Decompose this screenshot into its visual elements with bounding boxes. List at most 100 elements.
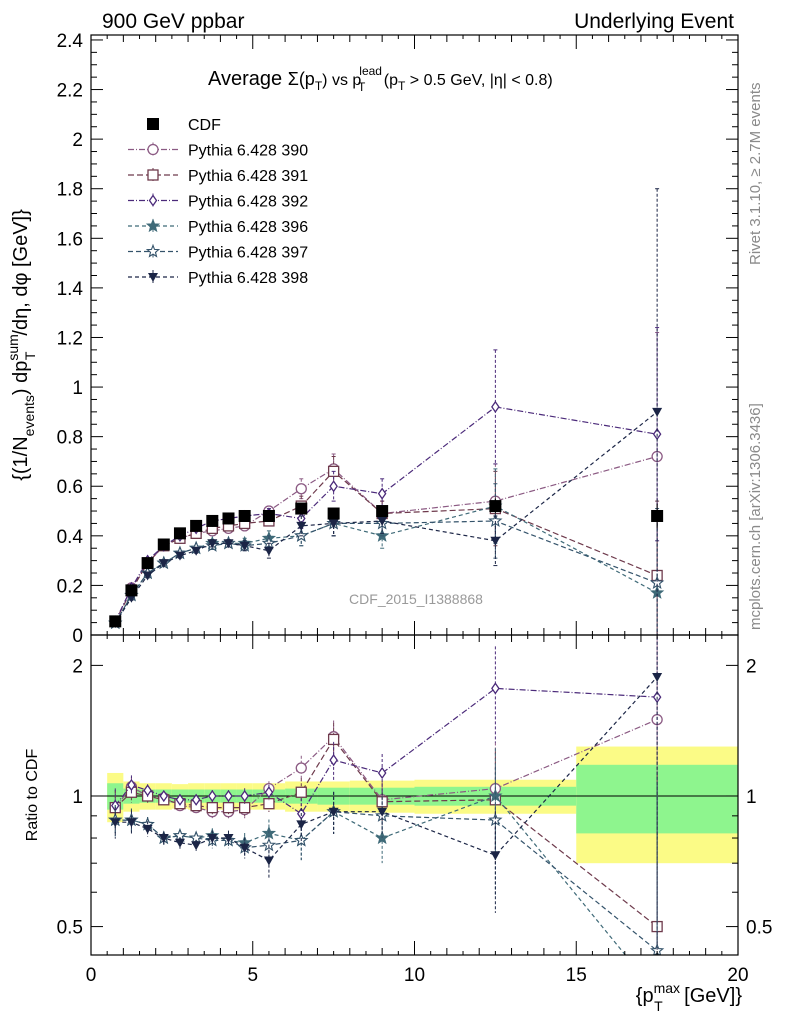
ratio-data-point	[263, 856, 274, 866]
data-point	[222, 512, 235, 525]
x-tick-label: 10	[404, 965, 425, 986]
main-y-tick-label: 0.2	[57, 576, 83, 597]
data-point	[223, 539, 234, 549]
legend-item: Pythia 6.428 391	[128, 168, 308, 185]
data-point	[206, 514, 219, 527]
data-point	[376, 505, 389, 518]
ratio-data-point	[377, 807, 388, 817]
legend-label: Pythia 6.428 397	[188, 245, 308, 262]
ratio-data-point	[264, 786, 274, 799]
main-y-tick-label: 0.8	[57, 428, 83, 449]
ratio-data-point	[143, 784, 152, 797]
legend-marker	[147, 118, 159, 130]
data-point	[142, 571, 153, 581]
data-point	[295, 483, 307, 495]
data-point	[207, 539, 218, 549]
legend-label: Pythia 6.428 390	[188, 143, 308, 160]
ratio-data-point	[377, 766, 387, 780]
data-point	[109, 615, 122, 628]
ratio-data-point	[223, 834, 234, 844]
ratio-data-point	[191, 841, 202, 851]
legend-item: CDF	[147, 117, 221, 134]
legend: CDF Pythia 6.428 390 Pythia 6.428 391 Pythi…	[128, 117, 308, 287]
ratio-data-point	[174, 838, 185, 848]
ratio-y-tick-label: 1	[72, 787, 83, 808]
ratio-data-point	[158, 834, 169, 844]
main-y-axis-label: {(1/Nevents) dpsumT/dη, dφ [GeV]}	[5, 209, 38, 481]
series-line	[114, 406, 658, 622]
data-point	[141, 557, 154, 570]
ratio-data-point	[239, 843, 250, 853]
series-pythia-6-428-392	[110, 327, 662, 628]
main-y-axis: 0 0.2 0.4 0.6 0.8 1 1.2 1.4 1.6 1.8 2 2.2 2.4	[57, 31, 738, 647]
x-tick-label: 15	[566, 965, 587, 986]
data-point	[491, 400, 500, 414]
main-y-tick-label: 2.4	[57, 31, 84, 52]
legend-marker	[148, 273, 158, 282]
ratio-data-point	[175, 793, 185, 806]
legend-label: Pythia 6.428 398	[188, 270, 308, 287]
ratio-data-point	[191, 793, 201, 806]
ratio-series-line	[114, 719, 658, 813]
legend-label: Pythia 6.428 396	[188, 219, 308, 236]
main-series-layer	[108, 188, 665, 636]
ratio-data-point	[329, 753, 338, 767]
data-point	[651, 509, 664, 522]
ratio-data-point	[328, 807, 339, 817]
ratio-uncertainty-band	[107, 746, 738, 864]
series-cdf	[109, 498, 664, 628]
main-y-tick-label: 1.4	[57, 279, 84, 300]
legend-label: CDF	[188, 117, 221, 134]
chart-title: Average Σ(pT) vs plead T (pT > 0.5 GeV, |…	[208, 64, 553, 94]
x-tick-label: 0	[86, 965, 97, 986]
ratio-data-point	[206, 801, 218, 814]
main-y-tick-label: 2	[72, 130, 83, 151]
data-point	[490, 536, 501, 546]
ratio-y-tick-label-right: 2	[746, 656, 757, 677]
ratio-data-point	[490, 851, 501, 861]
ratio-data-point	[263, 798, 275, 810]
legend-marker	[148, 194, 158, 207]
ratio-y-axis-label: Ratio to CDF	[24, 749, 41, 842]
header-right: Underlying Event	[574, 10, 734, 33]
ratio-y-axis: 0.5 0.5 1 1 2 2	[57, 656, 773, 938]
analysis-watermark: CDF_2015_I1388868	[349, 591, 483, 607]
header-left: 900 GeV ppbar	[102, 10, 244, 33]
ratio-data-point	[127, 778, 136, 792]
data-point	[190, 519, 203, 532]
ratio-data-point	[239, 801, 251, 814]
ratio-data-point	[491, 682, 500, 695]
ratio-series-clip-group	[108, 635, 665, 955]
data-point	[652, 407, 663, 417]
ratio-y-tick-label: 0.5	[57, 918, 83, 939]
data-point	[328, 519, 339, 529]
ratio-data-point	[110, 818, 121, 828]
main-y-tick-label: 1.2	[57, 328, 83, 349]
ratio-y-tick-label-right: 0.5	[746, 918, 772, 939]
legend-marker	[145, 218, 161, 233]
ratio-data-point	[652, 673, 663, 683]
mcplots-label: mcplots.cern.ch [arXiv:1306.3436]	[747, 403, 764, 630]
ratio-data-point	[224, 789, 233, 803]
ratio-series-layer	[108, 635, 665, 955]
data-point	[377, 516, 388, 526]
legend-item: Pythia 6.428 396	[128, 218, 308, 236]
data-point	[125, 584, 138, 597]
series-pythia-6-428-390	[109, 332, 663, 628]
main-y-tick-label: 1.8	[57, 180, 83, 201]
main-y-tick-label: 0.6	[57, 477, 83, 498]
main-y-tick-label: 2.2	[57, 81, 83, 102]
x-axis-label: {pmax T [GeV]}	[636, 980, 743, 1014]
data-point	[329, 480, 338, 493]
ratio-data-point	[207, 834, 218, 844]
main-y-tick-label: 0	[72, 626, 83, 647]
data-point	[173, 527, 186, 540]
ratio-data-point	[222, 801, 235, 814]
legend-item: Pythia 6.428 390	[128, 142, 308, 160]
ratio-data-point	[208, 789, 217, 803]
x-tick-label: 5	[247, 965, 258, 986]
data-point	[174, 551, 185, 561]
ratio-data-point	[159, 789, 169, 803]
x-axis: 0 5 10 15 20	[86, 635, 749, 986]
legend-marker	[145, 243, 161, 258]
